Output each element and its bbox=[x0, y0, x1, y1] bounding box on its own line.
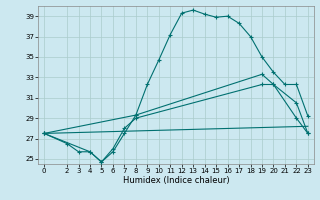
X-axis label: Humidex (Indice chaleur): Humidex (Indice chaleur) bbox=[123, 176, 229, 185]
